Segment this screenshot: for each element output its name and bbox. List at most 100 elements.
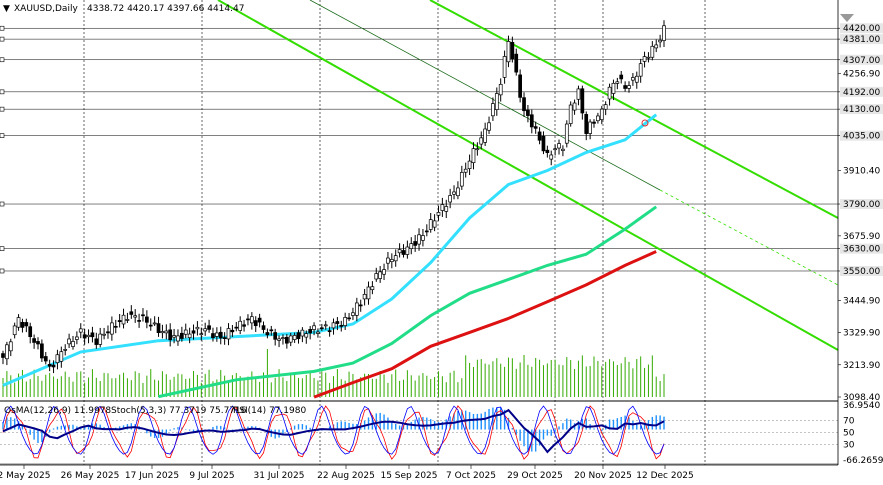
channel-upper-line <box>429 0 839 219</box>
candle-body <box>475 148 480 151</box>
marker-circle <box>641 119 649 127</box>
candle-body <box>218 331 223 339</box>
candle-body <box>409 243 414 249</box>
candle-body <box>133 315 138 318</box>
candle-body <box>156 323 161 333</box>
level-handle <box>0 57 5 63</box>
candle-body <box>98 333 103 345</box>
price-tick-label: 4130.00 <box>843 105 880 115</box>
candle-body <box>518 74 522 98</box>
candle-body <box>168 329 173 341</box>
candle-body <box>59 351 64 362</box>
indicator-header: OsMA(12,26,9) 11.9978 Stoch(5,3,3) 77.37… <box>4 406 306 416</box>
price-tick-label: 3790.00 <box>843 200 880 210</box>
candle-body <box>502 56 507 78</box>
candle-body <box>51 364 56 368</box>
candle-body <box>129 311 134 315</box>
candle-body <box>370 286 375 291</box>
candle-body <box>117 320 122 323</box>
stoch-signal-line <box>2 405 665 460</box>
candle-body <box>106 331 110 334</box>
candle-body <box>148 324 153 327</box>
candle-body <box>261 325 266 330</box>
candle-body <box>389 259 394 263</box>
candle-body <box>90 332 95 338</box>
level-handle <box>0 106 5 112</box>
candle-body <box>603 104 608 110</box>
candle-body <box>199 333 204 336</box>
candle-body <box>176 335 180 342</box>
candle-body <box>358 304 363 307</box>
channel-lower-line <box>217 0 839 351</box>
candle-body <box>436 212 441 216</box>
time-tick-label: 26 May 2025 <box>61 471 120 481</box>
candle-body <box>308 329 313 334</box>
candle-body <box>75 336 79 340</box>
candle-body <box>634 75 639 83</box>
candle-body <box>514 53 519 73</box>
candle-body <box>141 314 145 317</box>
candle-body <box>82 334 87 339</box>
candle-body <box>28 326 33 338</box>
candle-body <box>125 319 130 321</box>
candle-body <box>611 82 616 94</box>
moving-average-line-2 <box>158 205 658 399</box>
price-level-box <box>840 54 883 65</box>
candle-body <box>561 148 565 151</box>
candle-body <box>187 333 192 339</box>
candle-body <box>152 322 157 325</box>
candle-body <box>619 74 624 80</box>
candle-body <box>327 330 332 333</box>
candle-body <box>36 341 40 345</box>
candle-body <box>1 353 5 358</box>
candle-body <box>47 364 52 367</box>
time-tick-label: 15 Sep 2025 <box>380 471 437 481</box>
candle-body <box>592 121 596 124</box>
candle-body <box>164 330 169 334</box>
level-handle <box>0 268 5 274</box>
candle-body <box>55 354 60 364</box>
candle-body <box>421 235 425 241</box>
candle-body <box>405 246 410 255</box>
level-handle <box>0 25 5 31</box>
candle-body <box>20 321 25 328</box>
osc-axis-label: 50 <box>843 429 855 439</box>
candle-body <box>432 220 437 228</box>
candle-body <box>366 286 371 300</box>
time-tick-label: 22 Aug 2025 <box>317 471 375 481</box>
candle-body <box>494 93 499 110</box>
candle-body <box>183 329 188 335</box>
candle-body <box>642 56 647 62</box>
stoch-main-line <box>2 405 665 455</box>
price-tick-label: 4256.90 <box>843 70 880 80</box>
candle-body <box>397 249 402 254</box>
chart-dropdown-icon[interactable]: ▼ <box>3 4 10 14</box>
candle-body <box>654 44 659 49</box>
time-tick-label: 29 Oct 2025 <box>507 471 563 481</box>
trend-channels <box>217 0 839 351</box>
candle-body <box>498 83 503 96</box>
time-tick-label: 7 Oct 2025 <box>446 471 496 481</box>
candle-body <box>401 250 406 255</box>
price-tick-label: 3675.90 <box>843 232 880 242</box>
candle-body <box>564 123 569 144</box>
candle-body <box>588 121 592 134</box>
candle-body <box>319 327 324 330</box>
candle-body <box>71 341 75 347</box>
candle-body <box>638 63 643 77</box>
candle-body <box>288 335 293 343</box>
candle-body <box>121 314 126 325</box>
channel-mid-projection <box>659 189 839 286</box>
candle-body <box>607 86 612 100</box>
candle-body <box>483 128 487 143</box>
time-tick-label: 12 Dec 2025 <box>636 471 694 481</box>
candle-body <box>343 317 348 326</box>
scroll-arrow-icon <box>840 14 854 22</box>
candle-body <box>459 172 464 187</box>
candle-body <box>576 88 581 100</box>
candle-body <box>172 335 176 338</box>
candle-body <box>269 329 274 332</box>
